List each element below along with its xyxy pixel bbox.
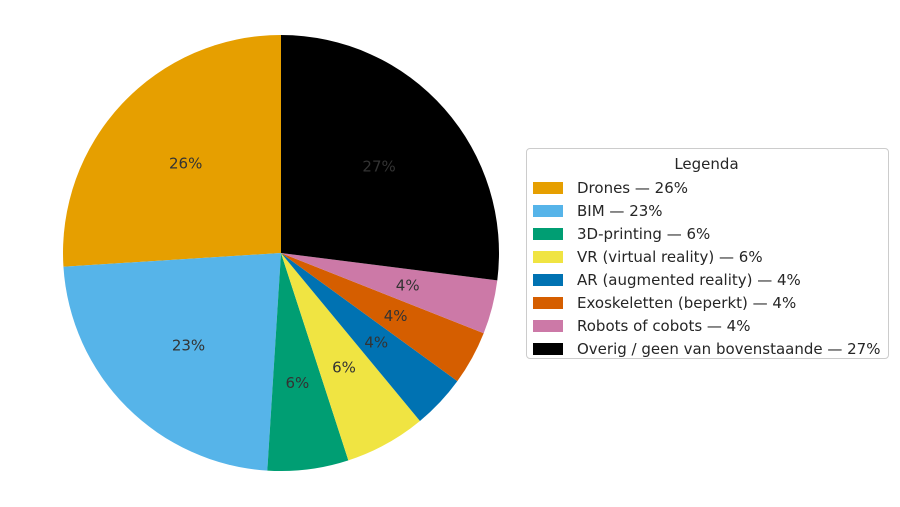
pie-slice-pct-overig-geen-van-bovenstaande: 27% bbox=[362, 158, 395, 176]
legend-label-vr-virtual-reality: VR (virtual reality) — 6% bbox=[577, 247, 763, 266]
pie-slice-pct-vr-virtual-reality: 6% bbox=[332, 359, 356, 377]
legend-item-ar-augmented-reality: AR (augmented reality) — 4% bbox=[533, 268, 880, 291]
pie-slice-pct-ar-augmented-reality: 4% bbox=[364, 334, 388, 352]
legend-label-drones: Drones — 26% bbox=[577, 178, 688, 197]
legend-label-ar-augmented-reality: AR (augmented reality) — 4% bbox=[577, 270, 801, 289]
legend-swatch-3d-printing bbox=[533, 227, 563, 240]
pie-slice-3d-printing bbox=[267, 253, 349, 472]
legend-swatch-ar-augmented-reality bbox=[533, 273, 563, 286]
pie-slice-exoskeletten-beperkt bbox=[281, 253, 484, 382]
legend: Legenda Drones — 26% BIM — 23% 3D-printing… bbox=[526, 148, 889, 359]
legend-title: Legenda bbox=[674, 155, 739, 173]
pie-slice-overig-geen-van-bovenstaande bbox=[281, 35, 499, 281]
pie-slice-bim bbox=[63, 253, 282, 471]
pie-slice-pct-drones: 26% bbox=[169, 155, 202, 173]
legend-items: Drones — 26% BIM — 23% 3D-printing — 6% VR … bbox=[533, 176, 880, 360]
pie-slice-robots-of-cobots bbox=[281, 253, 498, 334]
legend-label-bim: BIM — 23% bbox=[577, 201, 663, 220]
legend-item-drones: Drones — 26% bbox=[533, 176, 880, 199]
legend-swatch-robots-of-cobots bbox=[533, 319, 563, 332]
legend-label-robots-of-cobots: Robots of cobots — 4% bbox=[577, 316, 751, 335]
pie-chart: 26% 23% 6% 6% 4% 4% 4% 27% bbox=[62, 35, 499, 472]
pie-slice-drones bbox=[62, 35, 281, 267]
legend-swatch-exoskeletten-beperkt bbox=[533, 296, 563, 309]
legend-swatch-drones bbox=[533, 181, 563, 194]
legend-item-bim: BIM — 23% bbox=[533, 199, 880, 222]
legend-item-exoskeletten-beperkt: Exoskeletten (beperkt) — 4% bbox=[533, 291, 880, 314]
legend-item-3d-printing: 3D-printing — 6% bbox=[533, 222, 880, 245]
pie-slice-ar-augmented-reality bbox=[281, 253, 458, 421]
legend-label-exoskeletten-beperkt: Exoskeletten (beperkt) — 4% bbox=[577, 293, 797, 312]
legend-item-vr-virtual-reality: VR (virtual reality) — 6% bbox=[533, 245, 880, 268]
legend-swatch-vr-virtual-reality bbox=[533, 250, 563, 263]
pie-slice-pct-exoskeletten-beperkt: 4% bbox=[384, 307, 408, 325]
legend-swatch-overig-geen-van-bovenstaande bbox=[533, 342, 563, 355]
legend-label-overig-geen-van-bovenstaande: Overig / geen van bovenstaande — 27% bbox=[577, 339, 881, 358]
legend-swatch-bim bbox=[533, 204, 563, 217]
legend-item-overig-geen-van-bovenstaande: Overig / geen van bovenstaande — 27% bbox=[533, 337, 880, 360]
legend-item-robots-of-cobots: Robots of cobots — 4% bbox=[533, 314, 880, 337]
pie-slice-pct-3d-printing: 6% bbox=[286, 374, 310, 392]
pie-slice-pct-bim: 23% bbox=[172, 337, 205, 355]
pie-slice-pct-robots-of-cobots: 4% bbox=[396, 277, 420, 295]
legend-label-3d-printing: 3D-printing — 6% bbox=[577, 224, 711, 243]
pie-slice-vr-virtual-reality bbox=[281, 253, 420, 461]
